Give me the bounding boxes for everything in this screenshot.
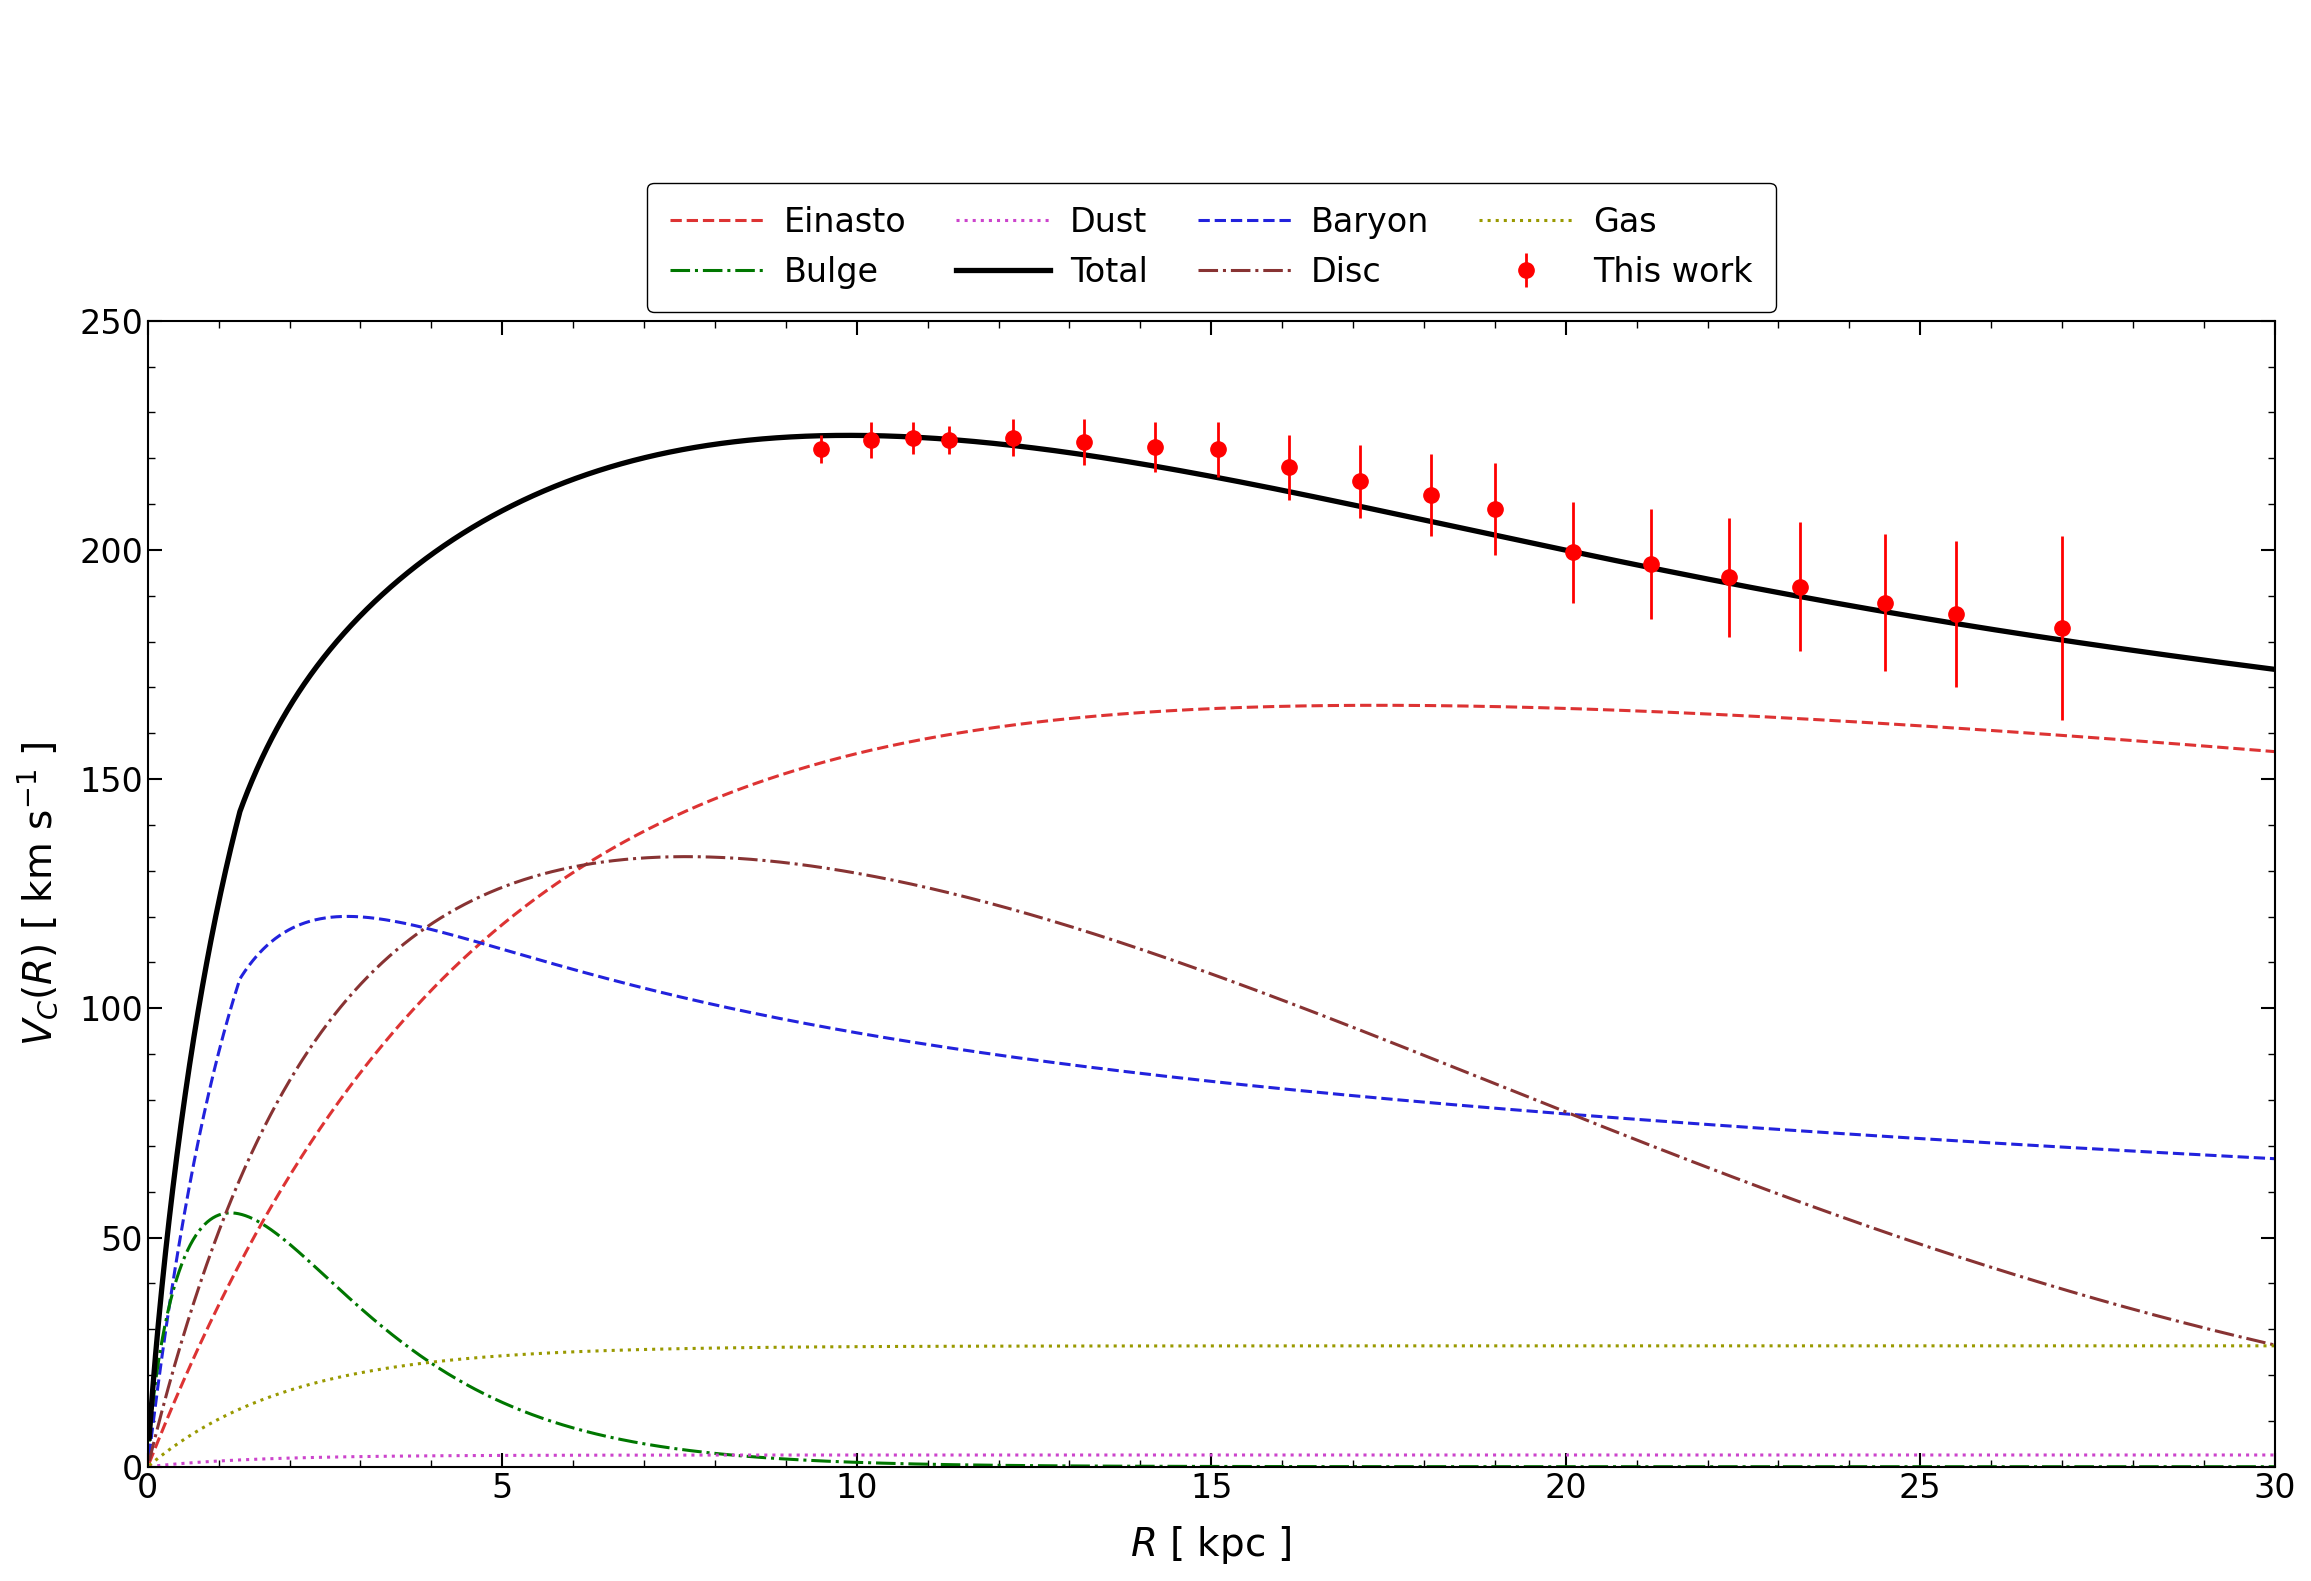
X-axis label: $R$ [ kpc ]: $R$ [ kpc ] [1130, 1524, 1292, 1567]
Legend: Einasto, Bulge, Dust, Total, Baryon, Disc, Gas, This work: Einasto, Bulge, Dust, Total, Baryon, Dis… [647, 183, 1775, 311]
Y-axis label: $V_C(R)$ [ km s$^{-1}$ ]: $V_C(R)$ [ km s$^{-1}$ ] [14, 741, 60, 1047]
